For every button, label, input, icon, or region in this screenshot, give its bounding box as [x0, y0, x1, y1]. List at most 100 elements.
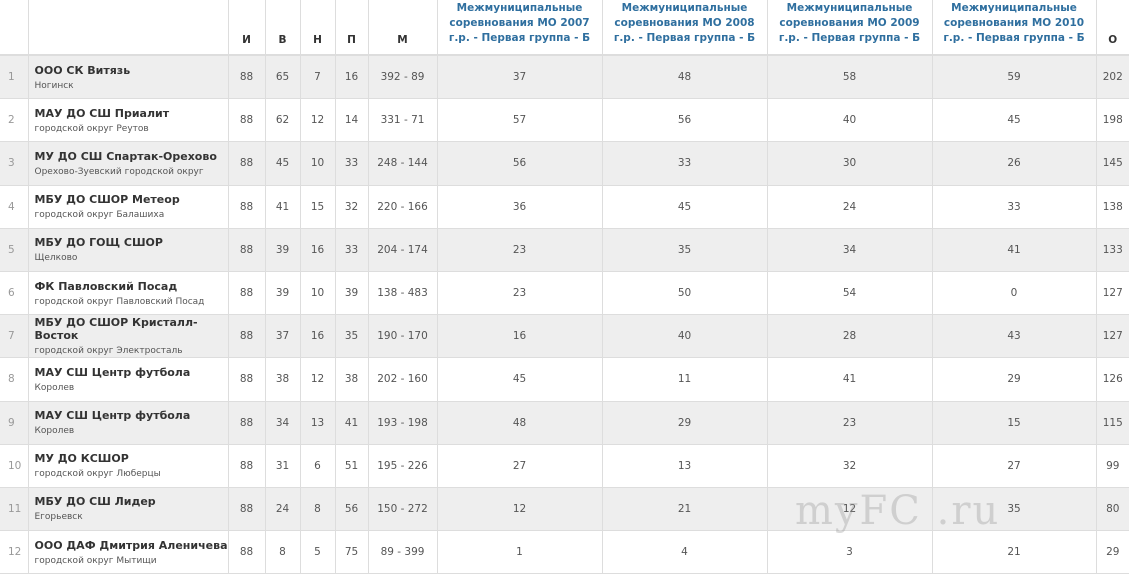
header-pos — [0, 0, 29, 56]
team-city: Ногинск — [34, 80, 74, 91]
header-points[interactable]: О — [1096, 0, 1129, 56]
table-row: 9 МАУ СШ Центр футбола Королев 88 34 13 41 193 … — [0, 401, 1129, 445]
c2009-cell: 54 — [767, 271, 933, 316]
c2009-cell: 28 — [767, 314, 933, 359]
c2007-cell: 23 — [437, 228, 603, 272]
header-losses[interactable]: П — [335, 0, 369, 56]
wins-cell: 65 — [265, 55, 301, 100]
games-cell: 88 — [228, 55, 266, 100]
table-row: 5 МБУ ДО ГОЩ СШОР Щелково 88 39 16 33 204 - 174… — [0, 228, 1129, 272]
points-cell: 126 — [1096, 357, 1129, 402]
draws-cell: 12 — [300, 98, 336, 143]
header-wins[interactable]: В — [265, 0, 301, 56]
header-draws[interactable]: Н — [300, 0, 336, 56]
team-cell: ФК Павловский Посад городской округ Павло… — [28, 271, 229, 316]
draws-cell: 12 — [300, 357, 336, 402]
draws-cell: 10 — [300, 141, 336, 186]
table-row: 4 МБУ ДО СШОР Метеор городской округ Балаш… — [0, 185, 1129, 229]
c2010-cell: 43 — [932, 314, 1097, 359]
c2010-cell: 26 — [932, 141, 1097, 186]
goals-cell: 138 - 483 — [368, 271, 438, 316]
c2008-cell: 35 — [602, 228, 768, 272]
c2009-cell: 58 — [767, 55, 933, 100]
points-cell: 99 — [1096, 444, 1129, 488]
position-cell: 1 — [0, 55, 29, 100]
c2009-cell: 41 — [767, 357, 933, 402]
c2008-cell: 21 — [602, 487, 768, 532]
c2009-cell: 40 — [767, 98, 933, 143]
c2009-cell: 30 — [767, 141, 933, 186]
wins-cell: 31 — [265, 444, 301, 488]
points-cell: 145 — [1096, 141, 1129, 186]
c2010-cell: 35 — [932, 487, 1097, 532]
header-row: И В Н П М Межмуниципальные соревнования … — [0, 0, 1129, 56]
position-cell: 10 — [0, 444, 29, 488]
team-name[interactable]: МАУ ДО СШ Приалит — [34, 106, 170, 120]
team-city: городской округ Павловский Посад — [34, 296, 205, 307]
header-comp-2009[interactable]: Межмуниципальные соревнования МО 2009 г.… — [767, 0, 933, 56]
goals-cell: 202 - 160 — [368, 357, 438, 402]
team-name[interactable]: ООО СК Витязь — [34, 63, 131, 77]
header-comp-2008[interactable]: Межмуниципальные соревнования МО 2008 г.… — [602, 0, 768, 56]
c2008-cell: 13 — [602, 444, 768, 488]
wins-cell: 45 — [265, 141, 301, 186]
team-name[interactable]: МБУ ДО СШОР Кристалл-Восток — [34, 316, 198, 343]
team-cell: МБУ ДО СШОР Кристалл-Восток городской окр… — [28, 314, 229, 359]
team-name[interactable]: МБУ ДО ГОЩ СШОР — [34, 236, 163, 250]
games-cell: 88 — [228, 444, 266, 488]
c2008-cell: 50 — [602, 271, 768, 316]
team-name[interactable]: МБУ ДО СШОР Метеор — [34, 193, 180, 207]
c2007-cell: 12 — [437, 487, 603, 532]
team-name[interactable]: МБУ ДО СШ Лидер — [34, 495, 156, 509]
position-cell: 3 — [0, 141, 29, 186]
c2010-cell: 21 — [932, 530, 1097, 574]
goals-cell: 248 - 144 — [368, 141, 438, 186]
team-city: Щелково — [34, 253, 78, 264]
c2009-cell: 23 — [767, 401, 933, 445]
wins-cell: 39 — [265, 228, 301, 272]
header-games[interactable]: И — [228, 0, 266, 56]
team-name[interactable]: МУ ДО СШ Спартак-Орехово — [34, 149, 217, 163]
losses-cell: 33 — [335, 141, 369, 186]
c2010-cell: 59 — [932, 55, 1097, 100]
c2009-cell: 12 — [767, 487, 933, 532]
team-name[interactable]: МУ ДО КСШОР — [34, 452, 129, 466]
losses-cell: 33 — [335, 228, 369, 272]
points-cell: 127 — [1096, 271, 1129, 316]
games-cell: 88 — [228, 185, 266, 229]
losses-cell: 56 — [335, 487, 369, 532]
team-name[interactable]: ФК Павловский Посад — [34, 279, 178, 293]
table-row: 10 МУ ДО КСШОР городской округ Люберцы 88 31… — [0, 444, 1129, 488]
position-cell: 7 — [0, 314, 29, 359]
losses-cell: 39 — [335, 271, 369, 316]
c2008-cell: 4 — [602, 530, 768, 574]
header-comp-2010[interactable]: Межмуниципальные соревнования МО 2010 г.… — [932, 0, 1097, 56]
table-row: 11 МБУ ДО СШ Лидер Егорьевск 88 24 8 56 150 - 2… — [0, 487, 1129, 532]
header-comp-2007[interactable]: Межмуниципальные соревнования МО 2007 г.… — [437, 0, 603, 56]
c2010-cell: 33 — [932, 185, 1097, 229]
team-cell: МБУ ДО СШ Лидер Егорьевск — [28, 487, 229, 532]
wins-cell: 34 — [265, 401, 301, 445]
team-city: городской округ Люберцы — [34, 469, 161, 480]
goals-cell: 220 - 166 — [368, 185, 438, 229]
draws-cell: 5 — [300, 530, 336, 574]
table-row: 2 МАУ ДО СШ Приалит городской округ Реутов… — [0, 98, 1129, 143]
c2007-cell: 27 — [437, 444, 603, 488]
team-name[interactable]: МАУ СШ Центр футбола — [34, 409, 191, 423]
team-name[interactable]: МАУ СШ Центр футбола — [34, 365, 191, 379]
c2007-cell: 36 — [437, 185, 603, 229]
c2009-cell: 32 — [767, 444, 933, 488]
header-goals[interactable]: М — [368, 0, 438, 56]
team-cell: МБУ ДО ГОЩ СШОР Щелково — [28, 228, 229, 272]
wins-cell: 24 — [265, 487, 301, 532]
points-cell: 198 — [1096, 98, 1129, 143]
c2010-cell: 29 — [932, 357, 1097, 402]
team-name[interactable]: ООО ДАФ Дмитрия Аленичева — [34, 538, 228, 552]
losses-cell: 35 — [335, 314, 369, 359]
team-city: Егорьевск — [34, 512, 83, 523]
losses-cell: 38 — [335, 357, 369, 402]
team-city: городской округ Мытищи — [34, 555, 157, 566]
wins-cell: 62 — [265, 98, 301, 143]
c2007-cell: 57 — [437, 98, 603, 143]
